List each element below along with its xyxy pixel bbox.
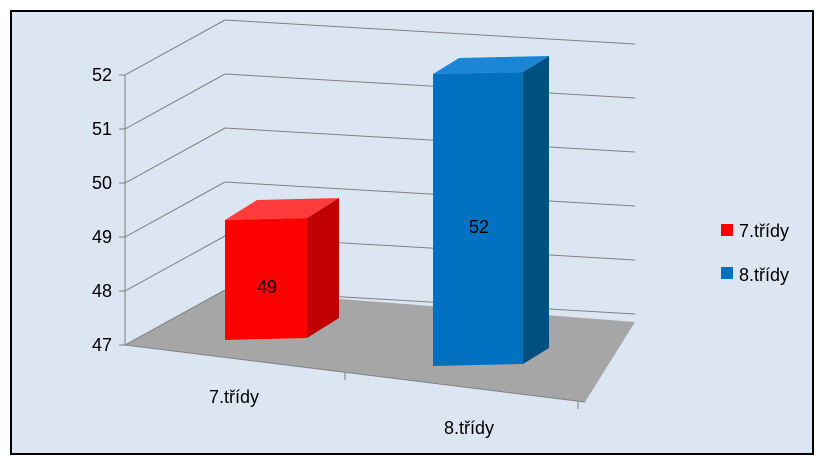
gridline	[224, 73, 636, 99]
y-tick-label: 52	[92, 65, 112, 85]
gridlines	[119, 19, 636, 346]
gridline	[124, 73, 226, 130]
x-axis-line	[124, 344, 586, 403]
gridline	[124, 289, 226, 346]
gridline	[124, 181, 226, 238]
gridline	[224, 19, 636, 45]
bars	[225, 56, 549, 366]
x-tick-label: 8.třídy	[444, 418, 494, 438]
y-tick-label: 49	[92, 227, 112, 247]
y-tick-label: 48	[92, 281, 112, 301]
y-tick-label: 47	[92, 335, 112, 355]
gridline	[124, 235, 226, 292]
legend-label: 8.třídy	[739, 265, 789, 285]
legend-label: 7.třídy	[739, 221, 789, 241]
gridline	[224, 181, 636, 207]
legend-swatch-8-tridy	[721, 267, 733, 279]
bar-top-1	[225, 198, 339, 220]
data-label: 52	[469, 217, 489, 237]
gridline	[224, 127, 636, 153]
gridline	[124, 19, 226, 76]
chart-floor	[125, 290, 635, 402]
gridline	[124, 127, 226, 184]
bar-side-2	[523, 56, 549, 364]
bar-side-1	[307, 198, 339, 338]
legend-swatch-7-tridy	[721, 224, 733, 236]
y-tick-labels: 47 48 49 50 51 52	[92, 65, 112, 355]
bar-front-1	[225, 218, 307, 340]
bar-front-2	[433, 72, 523, 366]
y-tick-label: 51	[92, 119, 112, 139]
data-label: 49	[257, 277, 277, 297]
bar-top-2	[433, 56, 549, 74]
legend: 7.třídy 8.třídy	[721, 221, 789, 285]
y-tick-label: 50	[92, 173, 112, 193]
x-tick-label: 7.třídy	[209, 387, 259, 407]
